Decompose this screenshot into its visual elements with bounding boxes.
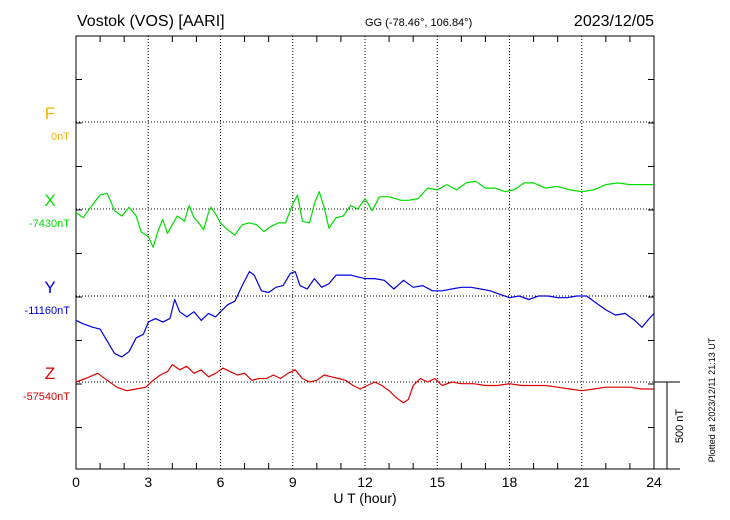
series-line-z [75,364,654,404]
scale-bar: 500 nT [654,381,686,470]
series-line-x [75,180,654,248]
series-lines [75,180,655,404]
x-axis-label: U T (hour) [333,490,396,506]
x-tick-label: 15 [429,474,445,490]
plotted-at-note: Plotted at 2023/12/11 21:13 UT [707,337,717,462]
x-tick-label: 12 [357,474,373,490]
x-tick-label: 18 [502,474,518,490]
series-line-y [75,271,655,358]
station-title: Vostok (VOS) [AARI] [77,13,225,30]
date-label: 2023/12/05 [574,13,654,30]
x-tick-labels: 0 3 6 9 12 15 18 21 24 [72,474,662,490]
scale-label: 500 nT [674,409,686,444]
grid-lines [76,36,654,469]
x-tick-label: 0 [72,474,80,490]
series-labels: F 0nT X -7430nT Y -11160nT Z -57540nT [23,104,70,403]
axis-ticks [76,35,654,469]
series-baseline-y: -11160nT [25,305,71,317]
series-baseline-z: -57540nT [23,391,70,403]
series-baseline-f: 0nT [51,131,70,143]
x-tick-label: 21 [574,474,590,490]
series-name-y: Y [44,278,55,297]
x-tick-label: 24 [646,474,662,490]
x-tick-label: 6 [217,474,225,490]
x-tick-label: 3 [144,474,152,490]
series-name-x: X [44,191,55,210]
series-baseline-x: -7430nT [29,218,70,230]
series-name-f: F [45,104,55,123]
x-tick-label: 9 [289,474,297,490]
coordinates-label: GG (-78.46°, 106.84°) [365,17,472,29]
series-name-z: Z [45,364,55,383]
